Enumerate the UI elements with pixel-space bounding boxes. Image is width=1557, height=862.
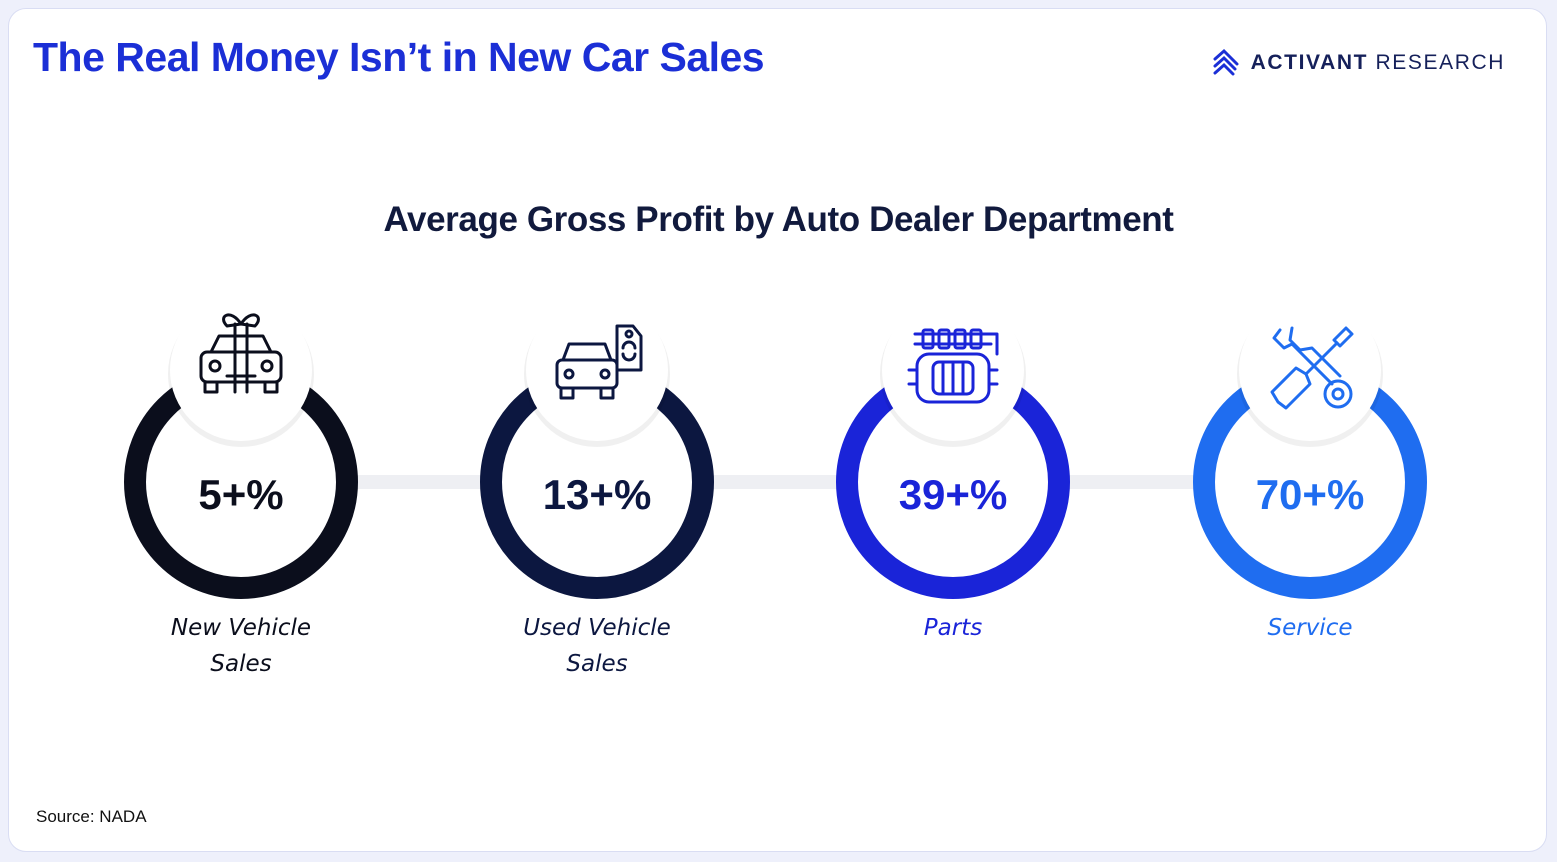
source-note: Source: NADA bbox=[36, 807, 147, 826]
dept-group: 39+% bbox=[836, 299, 1070, 599]
data-label: 70+% bbox=[1256, 471, 1365, 518]
brand-logo: ACTIVANT RESEARCH bbox=[1211, 48, 1505, 78]
dept-group: 13+% bbox=[480, 299, 714, 599]
brand-name-light: RESEARCH bbox=[1375, 51, 1505, 74]
icon-bubble bbox=[526, 299, 668, 441]
category-label: Service bbox=[1190, 610, 1430, 646]
chart-title: Average Gross Profit by Auto Dealer Depa… bbox=[383, 200, 1174, 239]
car-price-tag-icon bbox=[555, 324, 643, 400]
category-label: New Vehicle Sales bbox=[121, 610, 361, 682]
brand-name-bold: ACTIVANT bbox=[1250, 51, 1369, 74]
icon-bubble bbox=[170, 299, 312, 441]
category-label-line: Service bbox=[1267, 615, 1353, 641]
category-label-line: Sales bbox=[566, 651, 628, 677]
category-label: Used Vehicle Sales bbox=[477, 610, 717, 682]
data-label: 5+% bbox=[198, 471, 283, 518]
page-title: The Real Money Isn’t in New Car Sales bbox=[33, 34, 765, 80]
category-label: Parts bbox=[833, 610, 1073, 646]
wrench-screwdriver-icon bbox=[1270, 326, 1354, 410]
category-label-line: Used Vehicle bbox=[523, 615, 671, 641]
dept-group: 5+% bbox=[124, 299, 358, 599]
data-label: 13+% bbox=[543, 471, 652, 518]
engine-icon bbox=[907, 328, 999, 404]
category-label-line: Parts bbox=[923, 615, 983, 641]
brand-name: ACTIVANT RESEARCH bbox=[1251, 51, 1505, 75]
data-label: 39+% bbox=[899, 471, 1008, 518]
gift-car-icon bbox=[199, 313, 283, 394]
connector-line bbox=[241, 475, 1310, 489]
category-label-line: Sales bbox=[210, 651, 272, 677]
activant-logo-icon bbox=[1213, 48, 1239, 76]
category-label-line: New Vehicle bbox=[170, 615, 312, 641]
dept-group: 70+% bbox=[1193, 299, 1427, 599]
